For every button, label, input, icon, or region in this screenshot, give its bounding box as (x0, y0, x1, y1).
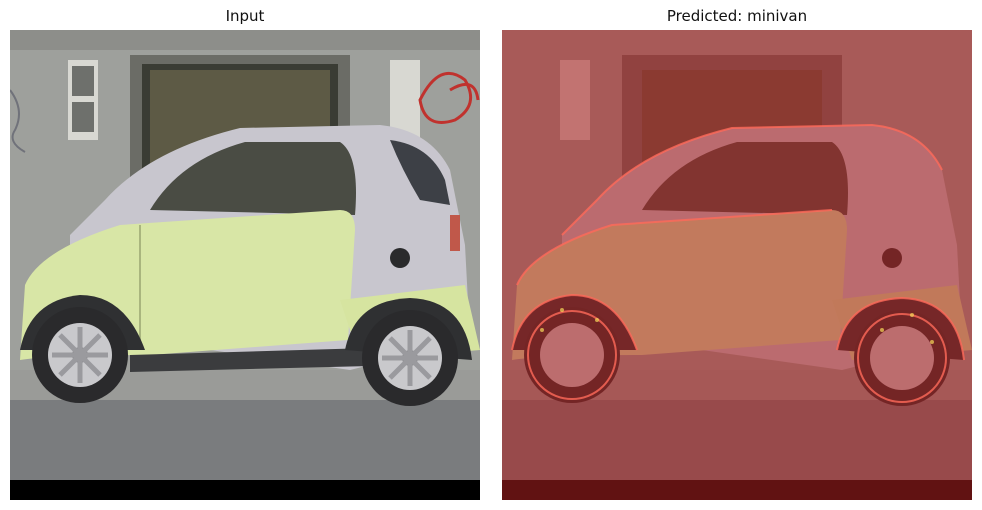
prediction-image (502, 30, 972, 500)
input-image (10, 30, 480, 500)
saliency-heatmap-overlay (502, 30, 972, 500)
prediction-panel-title: Predicted: minivan (666, 7, 808, 25)
input-panel-title: Input (225, 7, 265, 25)
car-illustration (10, 30, 480, 500)
